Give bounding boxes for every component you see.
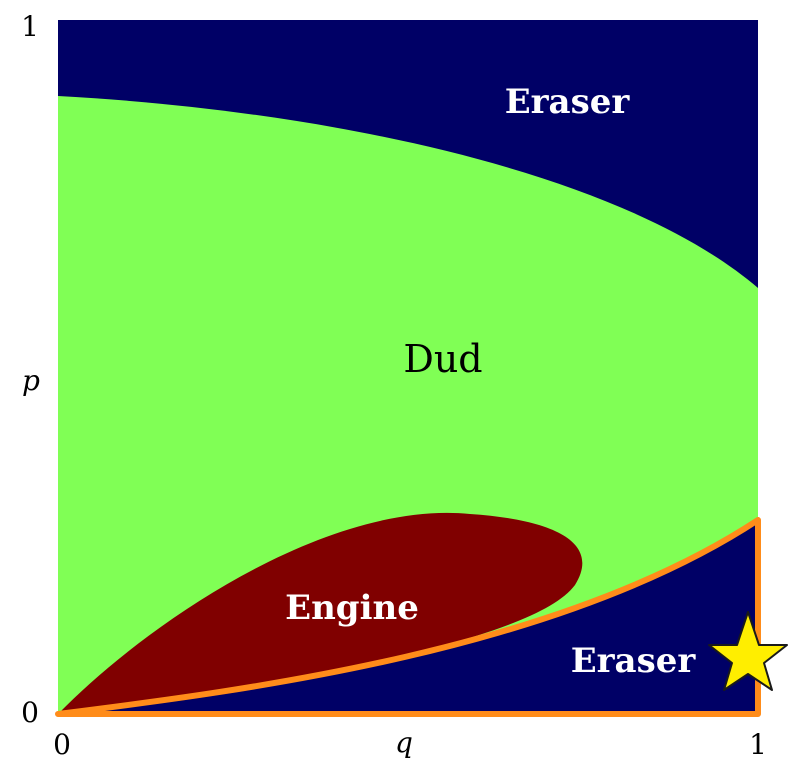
- dud-region: [58, 96, 758, 714]
- eraser-top-label: Eraser: [505, 82, 631, 122]
- eraser-bottom-label: Eraser: [571, 641, 697, 681]
- engine-label: Engine: [285, 588, 419, 628]
- x-axis-label: q: [395, 726, 413, 759]
- dud-label: Dud: [403, 337, 482, 381]
- star-icon: [708, 611, 788, 691]
- y-tick-min: 0: [21, 696, 39, 729]
- highlighted-eraser-outline: [55, 517, 761, 717]
- y-tick-max: 1: [21, 10, 39, 43]
- x-tick-max: 1: [749, 728, 767, 761]
- x-tick-min: 0: [53, 728, 71, 761]
- engine-region: [58, 512, 583, 714]
- y-axis-label: p: [22, 364, 40, 397]
